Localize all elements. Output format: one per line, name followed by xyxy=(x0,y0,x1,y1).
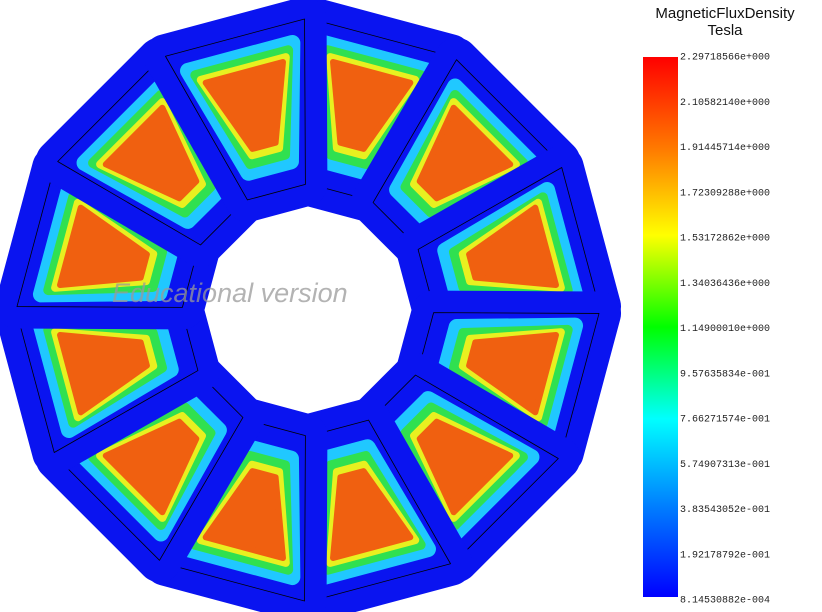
colorbar-tick-label: 1.91445714e+000 xyxy=(680,143,770,154)
colorbar-tick-label: 1.34036436e+000 xyxy=(680,279,770,290)
colorbar-tick-label: 1.14900010e+000 xyxy=(680,324,770,335)
colorbar-tick-label: 8.14530882e-004 xyxy=(680,596,770,607)
colorbar-tick-label: 7.66271574e-001 xyxy=(680,415,770,426)
colorbar-tick-label: 1.53172862e+000 xyxy=(680,234,770,245)
legend-unit: Tesla xyxy=(707,22,743,39)
screen: Educational version MagneticFluxDensity … xyxy=(0,0,822,612)
colorbar-ticks: 2.29718566e+000 2.10582140e+000 1.91445714… xyxy=(680,53,770,607)
colorbar-tick-label: 1.92178792e-001 xyxy=(680,550,770,561)
motor-plot xyxy=(17,19,599,601)
colorbar-tick-label: 3.83543052e-001 xyxy=(680,505,770,516)
legend-title: MagneticFluxDensity xyxy=(655,5,795,22)
colorbar-tick-label: 1.72309288e+000 xyxy=(680,188,770,199)
colorbar-tick-label: 5.74907313e-001 xyxy=(680,460,770,471)
watermark: Educational version xyxy=(112,278,348,308)
colorbar-tick-label: 2.29718566e+000 xyxy=(680,53,770,64)
colorbar-tick-label: 9.57635834e-001 xyxy=(680,369,770,380)
colorbar xyxy=(643,57,678,597)
colorbar-tick-label: 2.10582140e+000 xyxy=(680,98,770,109)
